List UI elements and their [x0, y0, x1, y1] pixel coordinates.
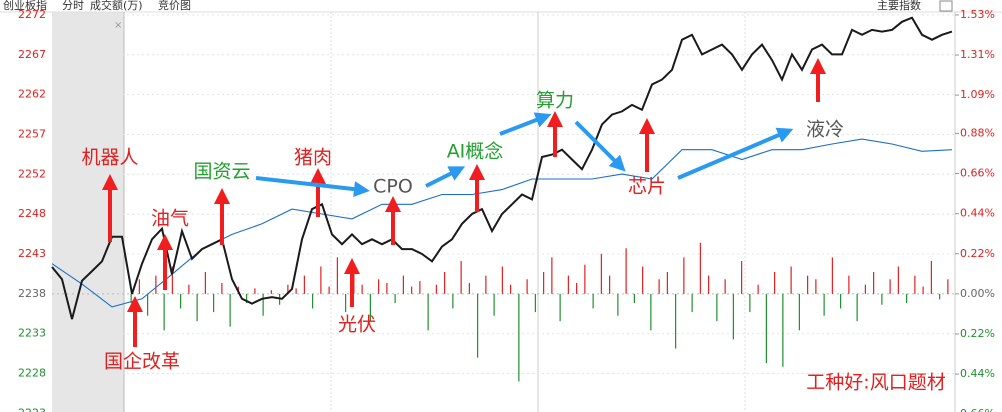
arrow: [255, 176, 370, 198]
y-tick-label: 2272: [18, 8, 46, 21]
arrow: [677, 127, 794, 180]
y2-tick-label: 0.00%: [960, 287, 995, 300]
y2-tick-label: 0.22%: [960, 247, 995, 260]
y2-tick-label: 1.31%: [960, 48, 995, 61]
y-tick-label: 2248: [18, 207, 46, 220]
annotation: CPO: [373, 176, 413, 198]
y2-tick-label: 0.66%: [960, 167, 995, 180]
y-tick-label: 2233: [18, 327, 46, 340]
y-tick-label: 2243: [18, 247, 46, 260]
annotation: 算力: [536, 90, 574, 112]
tab[interactable]: 分时: [62, 0, 84, 12]
annotation: 油气: [151, 208, 189, 230]
arrow: [574, 120, 626, 172]
arrow: [425, 166, 466, 188]
y-tick-label: 2238: [18, 287, 46, 300]
close-icon[interactable]: ×: [114, 20, 122, 31]
y-tick-label: 2252: [18, 167, 46, 180]
annotation: 国企改革: [104, 351, 180, 373]
annotation: 光伏: [338, 314, 376, 336]
chart-title: 创业板指: [3, 0, 47, 12]
button-icon[interactable]: [939, 0, 953, 12]
y2-tick-label: 1.53%: [960, 8, 995, 21]
y2-tick-label: 0.66%: [960, 407, 995, 412]
annotation: 芯片: [628, 176, 666, 198]
annotation: 液冷: [806, 119, 844, 141]
y2-tick-label: 0.88%: [960, 126, 995, 139]
y2-tick-label: 0.44%: [960, 367, 995, 380]
arrows: [102, 58, 826, 347]
price-line: [51, 16, 953, 320]
arrow: [499, 112, 552, 136]
index-button[interactable]: 主要指数: [877, 0, 921, 12]
y-tick-label: 2223: [18, 406, 46, 412]
y-tick-label: 2262: [18, 88, 46, 101]
annotation: 工种好:风口题材: [806, 372, 945, 394]
y-tick-label: 2257: [18, 127, 46, 140]
tab[interactable]: 竞价图: [158, 0, 191, 12]
y2-tick-label: 1.09%: [960, 88, 995, 101]
y2-tick-label: 0.22%: [960, 327, 995, 340]
tab[interactable]: 成交额(万): [90, 0, 143, 12]
annotation: 国资云: [193, 161, 250, 183]
y-tick-label: 2228: [18, 367, 46, 380]
y2-tick-label: 0.44%: [960, 207, 995, 220]
annotation: 猪肉: [294, 147, 332, 169]
annotation: AI概念: [447, 140, 504, 163]
annotation: 机器人: [81, 147, 138, 169]
y-tick-label: 2267: [18, 48, 46, 61]
